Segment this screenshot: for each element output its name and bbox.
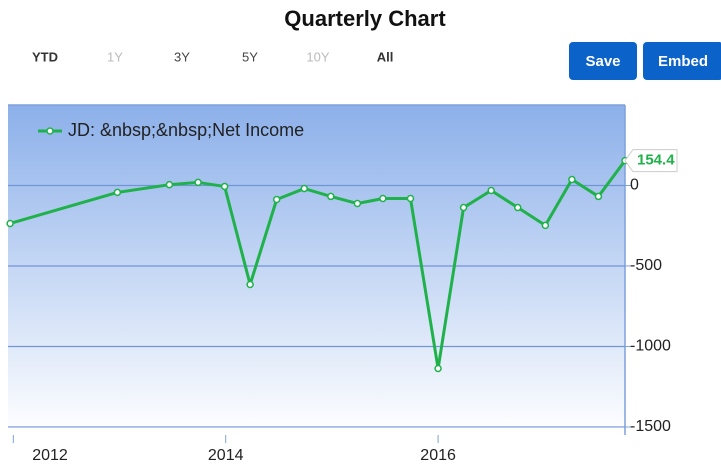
- data-point: [459, 203, 468, 212]
- data-point: [353, 199, 362, 208]
- range-button[interactable]: 3Y: [174, 49, 190, 64]
- x-tick-label: 2016: [420, 447, 456, 464]
- data-point: [541, 221, 550, 230]
- range-button[interactable]: 5Y: [242, 49, 258, 64]
- y-tick-label: -500: [630, 257, 662, 274]
- data-point: [434, 364, 442, 373]
- data-point: [272, 195, 281, 204]
- data-point: [379, 194, 387, 203]
- toolbar-button[interactable]: Embed: [643, 42, 721, 80]
- plot-background: [8, 105, 625, 435]
- data-point: [300, 184, 309, 193]
- range-button[interactable]: 1Y: [107, 49, 123, 64]
- button-background: [569, 42, 637, 80]
- data-point: [246, 280, 254, 289]
- data-point: [594, 192, 603, 201]
- data-point: [194, 178, 202, 187]
- x-tick-label: 2012: [32, 447, 68, 464]
- data-point: [406, 194, 415, 203]
- toolbar-button[interactable]: Save: [569, 42, 637, 80]
- value-label-box: [624, 149, 678, 173]
- x-tick-label: 2014: [208, 447, 244, 464]
- chart-title: Quarterly Chart: [284, 6, 446, 31]
- plot-area: [8, 104, 626, 435]
- data-point: [327, 192, 335, 201]
- legend-label: JD: &nbsp;&nbsp;Net Income: [68, 120, 304, 140]
- data-point: [568, 175, 576, 184]
- range-button[interactable]: 10Y: [306, 49, 329, 64]
- button-background: [643, 42, 721, 80]
- y-tick-label: -1500: [630, 418, 671, 435]
- range-button[interactable]: All: [377, 49, 394, 64]
- data-point: [220, 182, 229, 191]
- data-point: [165, 180, 174, 189]
- data-point: [113, 188, 122, 197]
- range-button[interactable]: YTD: [32, 49, 58, 64]
- button-label: Embed: [658, 53, 708, 70]
- y-tick-label: -1000: [630, 338, 671, 355]
- button-label: Save: [585, 53, 620, 70]
- data-point: [513, 203, 522, 212]
- data-point: [487, 186, 495, 195]
- data-point: [6, 219, 14, 228]
- y-tick-label: 0: [630, 177, 639, 194]
- series-line: [9, 159, 627, 371]
- legend-marker: [46, 127, 54, 135]
- value-label: 154.4: [637, 152, 675, 169]
